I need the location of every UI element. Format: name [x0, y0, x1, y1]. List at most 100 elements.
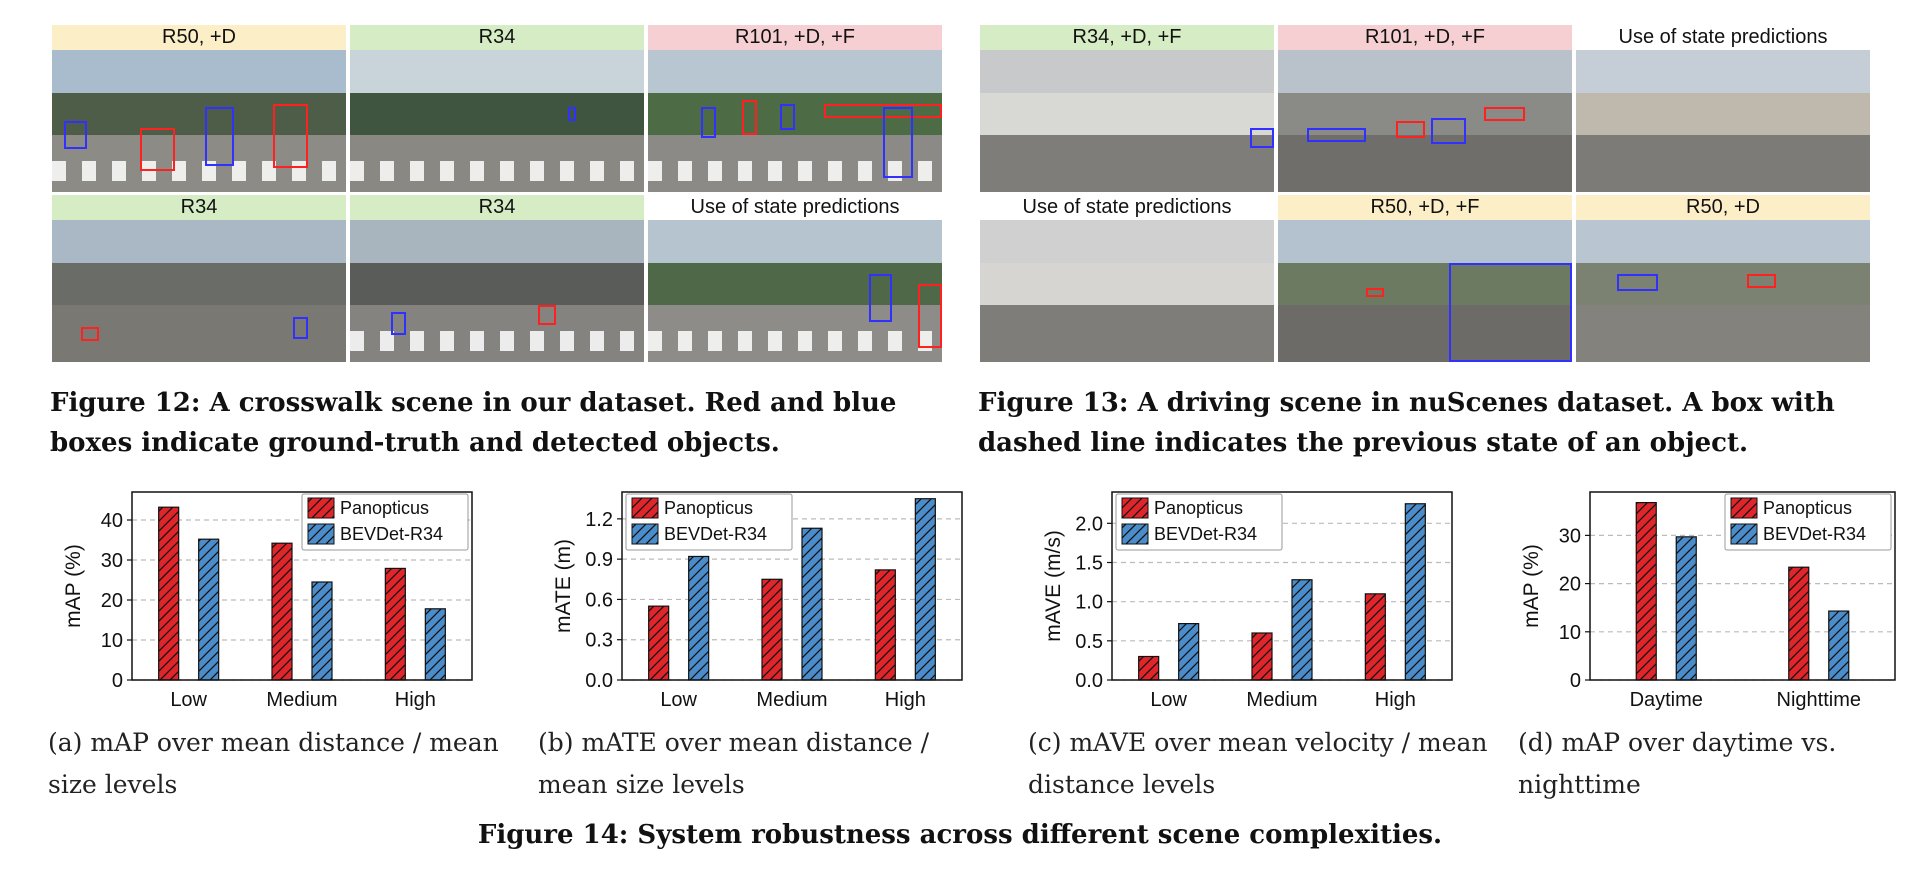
fig12-scene-image — [648, 50, 942, 192]
fig12-scene-image — [350, 220, 644, 362]
bounding-box — [1366, 288, 1384, 297]
fig13-panel: Use of state predictions — [980, 195, 1274, 362]
x-tick-label: High — [395, 689, 436, 711]
x-tick-label: Medium — [1246, 689, 1317, 711]
bounding-box — [391, 312, 406, 336]
y-tick-label: 0.0 — [585, 670, 613, 692]
legend-label: Panopticus — [1154, 498, 1243, 518]
bounding-box — [1430, 118, 1467, 144]
y-tick-label: 0.0 — [1075, 670, 1103, 692]
x-tick-label: Medium — [756, 689, 827, 711]
fig13-scene-image — [1278, 220, 1572, 362]
bar-bevdet-r34 — [1675, 536, 1697, 681]
legend-swatch — [1121, 497, 1149, 519]
bounding-box — [742, 99, 757, 136]
legend-swatch — [1730, 523, 1758, 545]
fig12-panel: R34 — [52, 195, 346, 362]
bounding-box — [780, 103, 795, 130]
bar-panopticus — [1138, 655, 1160, 681]
fig13-scene-image — [980, 50, 1274, 192]
figure-13-caption: Figure 13: A driving scene in nuScenes d… — [978, 388, 1835, 458]
legend: Panopticus BEVDet-R34 — [301, 493, 469, 551]
legend-label: Panopticus — [1763, 498, 1852, 518]
fig13-panel-tag: R101, +D, +F — [1278, 25, 1572, 50]
bounding-box — [204, 106, 235, 167]
y-tick-label: 0.3 — [585, 630, 613, 652]
bar-bevdet-r34 — [424, 608, 446, 681]
chart-d-svg: 0 10 20 30 Daytime Nighttime mAP (%) Panopticus… — [1520, 491, 1896, 711]
fig12-panel: R34 — [350, 195, 644, 362]
fig13-panel: R50, +D, +F — [1278, 195, 1572, 362]
fig13-scene-image — [980, 220, 1274, 362]
figure-14-caption: Figure 14: System robustness across diff… — [477, 820, 1443, 850]
bounding-box — [1307, 128, 1367, 143]
fig12-panel-tag: R34 — [350, 25, 644, 50]
y-tick-label: 10 — [1559, 622, 1581, 644]
y-tick-label: 40 — [101, 510, 123, 532]
fig12-panel: R50, +D — [52, 25, 346, 192]
bounding-box — [918, 283, 942, 348]
subcaption-a: (a) mAP over mean distance / mean size l… — [48, 728, 499, 799]
bar-panopticus — [384, 567, 406, 681]
legend-box — [625, 493, 793, 551]
figure-12-caption: Figure 12: A crosswalk scene in our data… — [50, 388, 897, 458]
legend-label: Panopticus — [664, 498, 753, 518]
fig13-panel-tag: R50, +D, +F — [1278, 195, 1572, 220]
legend-box — [301, 493, 469, 551]
fig12-panel: R34 — [350, 25, 644, 192]
chart-d: 0 10 20 30 Daytime Nighttime mAP (%) Panopticus… — [1510, 480, 1920, 720]
chart-b: 0.0 0.3 0.6 0.9 1.2 Low Medium High mATE (m) Pano… — [530, 480, 990, 720]
fig12-panel-tag: R50, +D — [52, 25, 346, 50]
bounding-box — [140, 128, 176, 171]
bar-panopticus — [648, 605, 670, 681]
plot-frame — [1111, 491, 1453, 681]
legend-swatch — [307, 497, 335, 519]
y-tick-label: 20 — [101, 590, 123, 612]
fig13-scene-image — [1576, 50, 1870, 192]
chart-c-svg: 0.0 0.5 1.0 1.5 2.0 Low Medium High mAVE (m/s) Pa… — [1042, 491, 1453, 711]
chart-a-svg: 0 10 20 30 40 Low Medium High mAP (%) Panopticus B… — [62, 491, 473, 711]
y-axis-label: mAP (%) — [62, 544, 85, 628]
legend-label: BEVDet-R34 — [1763, 524, 1866, 544]
y-tick-label: 2.0 — [1075, 513, 1103, 535]
fig12-scene-image — [52, 50, 346, 192]
bounding-box — [1395, 121, 1425, 139]
legend-swatch — [1121, 523, 1149, 545]
chart-a: 0 10 20 30 40 Low Medium High mAP (%) Panopticus B… — [40, 480, 500, 720]
x-tick-label: High — [1375, 689, 1416, 711]
fig12-scene-image — [350, 50, 644, 192]
bounding-box — [1746, 273, 1776, 289]
y-tick-label: 0 — [1570, 670, 1581, 692]
bounding-box — [1483, 106, 1525, 121]
subcaption-b: (b) mATE over mean distance / mean size … — [538, 728, 930, 799]
bar-bevdet-r34 — [1828, 610, 1850, 681]
legend-swatch — [631, 497, 659, 519]
y-tick-label: 0.6 — [585, 589, 613, 611]
fig13-panel: R34, +D, +F — [980, 25, 1274, 192]
legend: Panopticus BEVDet-R34 — [1724, 493, 1892, 551]
subcaption-d: (d) mAP over daytime vs. nighttime — [1518, 728, 1837, 799]
bounding-box — [868, 273, 893, 323]
bar-panopticus — [1788, 566, 1810, 681]
legend: Panopticus BEVDet-R34 — [1115, 493, 1283, 551]
legend-box — [1724, 493, 1892, 551]
y-tick-label: 30 — [1559, 525, 1581, 547]
bar-panopticus — [1635, 502, 1657, 681]
bounding-box — [700, 106, 716, 139]
bar-panopticus — [158, 506, 180, 681]
fig13-panel: R50, +D — [1576, 195, 1870, 362]
bounding-box — [1448, 262, 1572, 362]
x-tick-label: Medium — [266, 689, 337, 711]
y-tick-label: 10 — [101, 630, 123, 652]
bar-panopticus — [271, 542, 293, 681]
fig13-scene-image — [1576, 220, 1870, 362]
fig12-scene-image — [648, 220, 942, 362]
y-tick-label: 0.9 — [585, 549, 613, 571]
legend-label: BEVDet-R34 — [340, 524, 443, 544]
bounding-box — [1250, 128, 1274, 148]
bounding-box — [272, 103, 308, 168]
fig12-panel-tag: R101, +D, +F — [648, 25, 942, 50]
bar-panopticus — [1251, 632, 1273, 681]
legend-label: BEVDet-R34 — [664, 524, 767, 544]
y-tick-label: 30 — [101, 550, 123, 572]
